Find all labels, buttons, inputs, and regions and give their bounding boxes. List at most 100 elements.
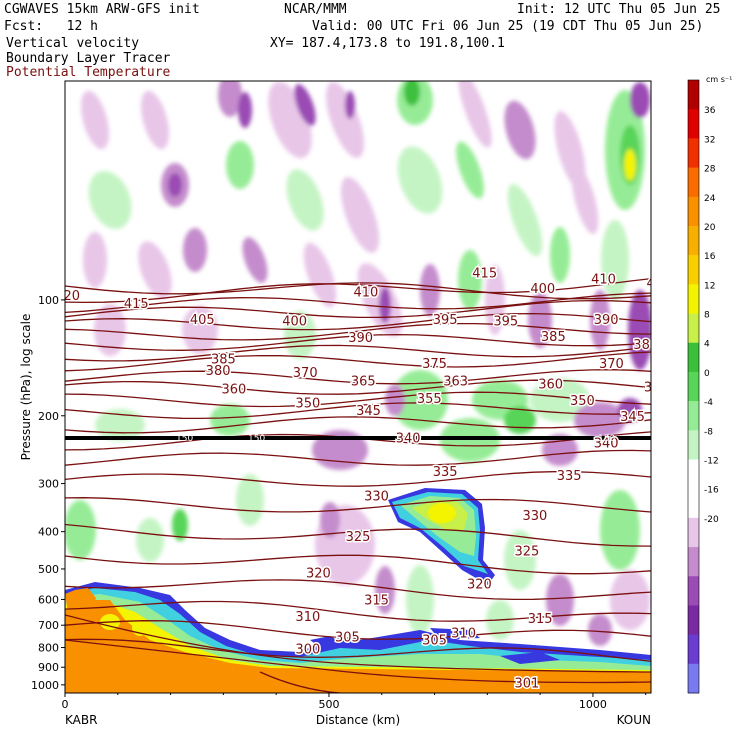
colorbar-tick-label: 8 bbox=[704, 311, 710, 321]
colorbar-swatch bbox=[688, 547, 699, 577]
colorbar-swatch bbox=[688, 517, 699, 548]
theta-contour-label: 345 bbox=[356, 404, 381, 419]
colorbar-swatch bbox=[688, 109, 699, 139]
theta-contour-label: 358 bbox=[644, 381, 669, 396]
y-tick-label: 300 bbox=[38, 478, 59, 491]
y-tick-label: 800 bbox=[38, 642, 59, 655]
y-tick-label: 200 bbox=[38, 410, 59, 423]
theta-contour-label: 305 bbox=[422, 633, 447, 648]
theta-contour-label: 315 bbox=[528, 612, 553, 627]
y-axis: 100 200 300 400 500 600 700 800 900 1000 bbox=[31, 294, 65, 692]
colorbar-swatch bbox=[688, 342, 699, 373]
theta-contour bbox=[65, 579, 651, 601]
theta-contour bbox=[65, 312, 651, 331]
theta-contour-label: 390 bbox=[594, 313, 619, 328]
colorbar-swatch bbox=[688, 196, 699, 227]
theta-contour-label: 325 bbox=[346, 530, 371, 545]
theta-contour-label: 330 bbox=[364, 489, 389, 504]
theta-contour-label: 320 bbox=[306, 566, 331, 581]
colorbar-tick-label: 28 bbox=[704, 165, 716, 175]
tropopause-line bbox=[65, 436, 651, 440]
boundary-layer-tracer bbox=[65, 582, 651, 693]
colorbar-tick-label: -12 bbox=[704, 457, 719, 467]
theta-contour-label: 335 bbox=[557, 469, 582, 484]
colorbar-tick-label: 36 bbox=[704, 106, 716, 116]
theta-contour-label: 400 bbox=[282, 314, 307, 329]
theta-contour bbox=[65, 299, 651, 319]
theta-contour-label: 350 bbox=[570, 394, 595, 409]
theta-contour-label: 410 bbox=[591, 273, 616, 288]
theta-contour-label: 335 bbox=[433, 465, 458, 480]
colorbar-swatch bbox=[688, 225, 699, 256]
theta-contour-label: 363 bbox=[443, 375, 468, 390]
theta-contour-label: 305 bbox=[335, 630, 360, 645]
y-axis-title: Pressure (hPa), log scale bbox=[19, 314, 33, 461]
theta-contour bbox=[65, 379, 651, 395]
colorbar-swatch bbox=[688, 80, 699, 110]
theta-contour-label: 380 bbox=[206, 364, 231, 379]
theta-contour-label: 410 bbox=[354, 285, 379, 300]
org-label: NCAR/MMM bbox=[284, 2, 347, 17]
colorbar-swatch bbox=[688, 634, 699, 665]
x-endpoint-right: KOUN bbox=[617, 713, 651, 727]
colorbar-tick-label: -16 bbox=[704, 486, 719, 496]
theta-contour bbox=[65, 402, 651, 420]
convective-updraft bbox=[388, 488, 495, 585]
valid-time: Valid: 00 UTC Fri 06 Jun 25 (19 CDT Thu … bbox=[312, 19, 704, 34]
colorbar-tick-label: 24 bbox=[704, 194, 716, 204]
theta-contour-label: 340 bbox=[594, 437, 619, 452]
plot-frame bbox=[64, 80, 652, 694]
theta-contour-label: 405 bbox=[190, 313, 215, 328]
theta-contour-label: 400 bbox=[530, 282, 555, 297]
field-vertical-velocity: Vertical velocity bbox=[6, 36, 140, 51]
theta-contour-label: 315 bbox=[364, 593, 389, 608]
colorbar-tick-label: -20 bbox=[704, 515, 719, 525]
theta-contour-label: 395 bbox=[493, 314, 518, 329]
theta-contour-low bbox=[65, 614, 651, 673]
theta-contour-low bbox=[65, 639, 651, 684]
theta-contour-label: 360 bbox=[222, 383, 247, 398]
colorbar-swatch bbox=[688, 255, 699, 285]
colorbar-swatch bbox=[688, 605, 699, 636]
theta-contour-label: 310 bbox=[295, 610, 320, 625]
forecast-hour: Fcst: 12 h bbox=[4, 19, 98, 34]
colorbar-swatch bbox=[688, 167, 699, 198]
theta-contour-label: 330 bbox=[522, 509, 547, 524]
theta-contour-label: 300 bbox=[295, 643, 320, 658]
theta-contour bbox=[65, 333, 651, 351]
colorbar-swatch bbox=[688, 663, 699, 694]
theta-contour-label: 345 bbox=[620, 410, 645, 425]
colorbar-tick-label: 4 bbox=[704, 340, 710, 350]
theta-contour bbox=[65, 277, 651, 304]
theta-contour bbox=[65, 351, 651, 372]
theta-contour-label: 370 bbox=[599, 357, 624, 372]
init-time: Init: 12 UTC Thu 05 Jun 25 bbox=[517, 2, 721, 17]
field-potential-temperature: Potential Temperature bbox=[6, 65, 171, 80]
theta-contour-label: 420 bbox=[55, 289, 80, 304]
colorbar-tick-label: 12 bbox=[704, 281, 715, 291]
y-tick-label: 1000 bbox=[31, 679, 59, 692]
colorbar-swatch bbox=[688, 284, 699, 315]
y-tick-label: 600 bbox=[38, 593, 59, 606]
theta-contour-label: 325 bbox=[515, 545, 540, 560]
cross-section-coordinates: XY= 187.4,173.8 to 191.8,100.1 bbox=[270, 36, 505, 51]
x-axis-title: Distance (km) bbox=[316, 713, 400, 727]
colorbar-tick-label: 20 bbox=[704, 223, 716, 233]
theta-contour-label: 405 bbox=[647, 276, 672, 291]
theta-contour-label: 415 bbox=[124, 297, 149, 312]
colorbar-swatch bbox=[688, 459, 699, 490]
theta-contour bbox=[65, 638, 651, 662]
tropopause-label-right: 150 bbox=[598, 434, 615, 444]
theta-contour-label: 370 bbox=[293, 366, 318, 381]
x-endpoint-left: KABR bbox=[65, 713, 97, 727]
y-tick-label: 700 bbox=[38, 619, 59, 632]
theta-contour bbox=[65, 369, 651, 385]
x-tick-label: 1000 bbox=[579, 698, 607, 711]
colorbar-swatch bbox=[688, 430, 699, 460]
theta-contour-label: 310 bbox=[451, 627, 476, 642]
theta-contour bbox=[65, 282, 651, 300]
potential-temperature-contours bbox=[65, 277, 651, 693]
